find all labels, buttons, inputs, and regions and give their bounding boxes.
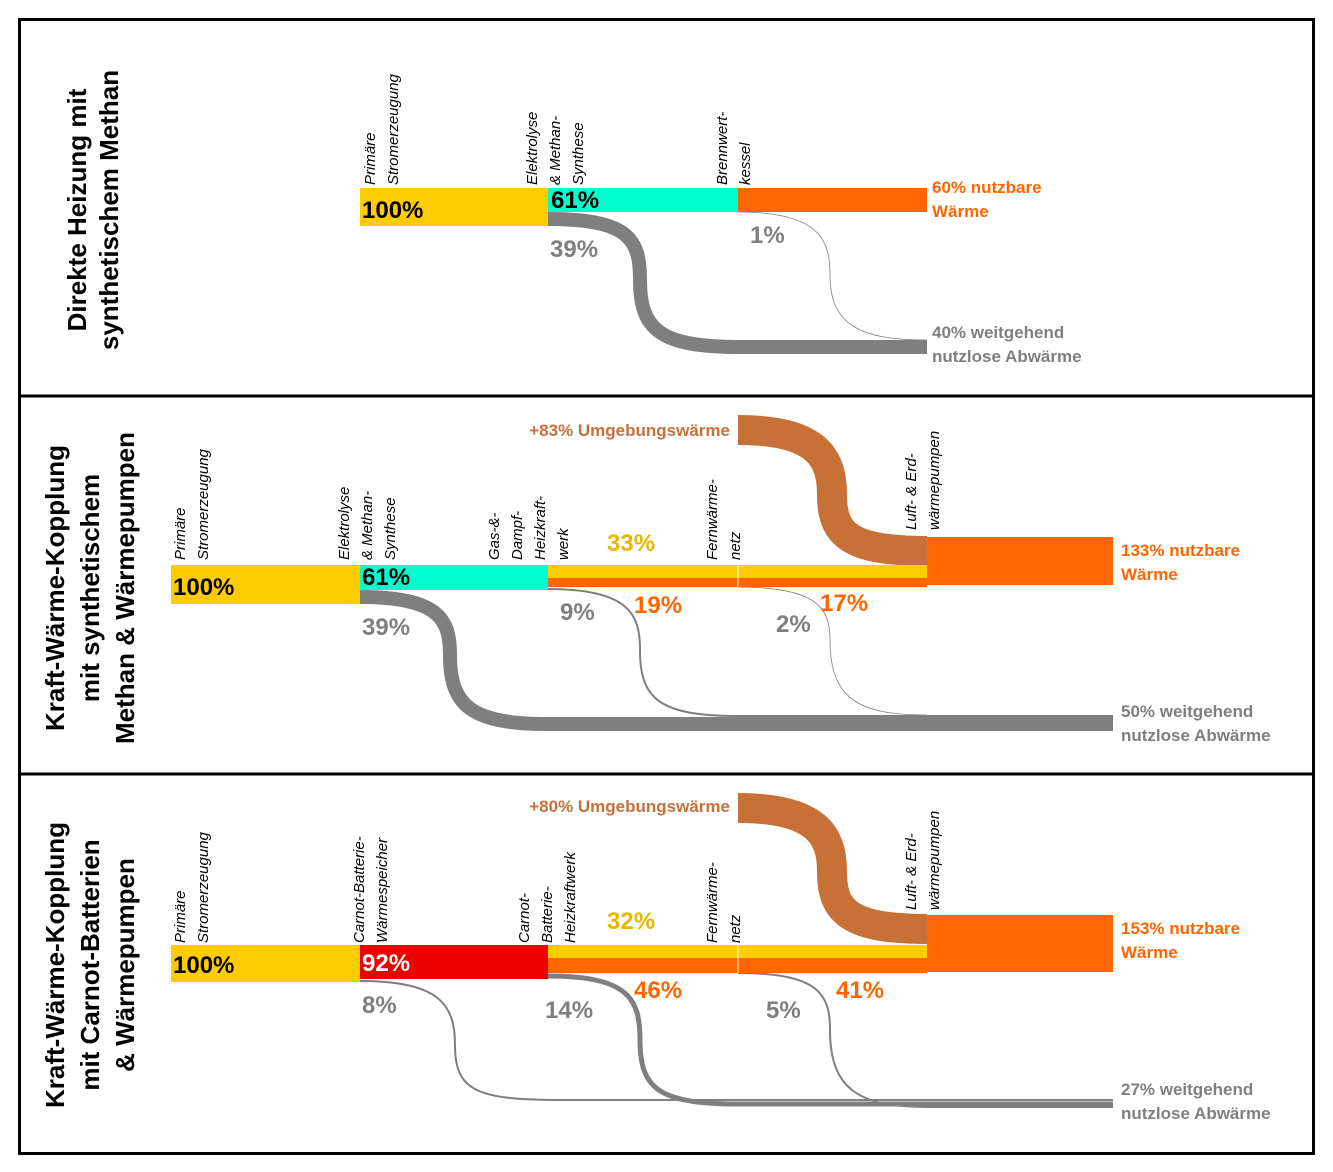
useful-heat-label: 153% nutzbare bbox=[1121, 919, 1240, 938]
stage-label: Carnot- bbox=[516, 893, 533, 943]
flow bbox=[927, 537, 1113, 585]
flow bbox=[171, 945, 360, 982]
stage-label: netz bbox=[727, 531, 744, 560]
flow-label: 32% bbox=[607, 908, 655, 935]
flow-label: 1% bbox=[750, 222, 785, 249]
stage-label: netz bbox=[727, 914, 744, 943]
waste-flow bbox=[737, 972, 1113, 1108]
stage-label: wärmepumpen bbox=[926, 811, 943, 910]
panel-title: synthetischem Methan bbox=[94, 70, 124, 350]
stage-label: Dampf- bbox=[509, 511, 526, 560]
waste-heat-label: nutzlose Abwärme bbox=[1121, 1104, 1271, 1123]
flow bbox=[360, 188, 548, 226]
waste-heat-label: 50% weitgehend bbox=[1121, 702, 1253, 721]
stage-label: Elektrolyse bbox=[336, 487, 353, 560]
flow-label: 39% bbox=[362, 614, 410, 641]
waste-flow bbox=[359, 980, 1113, 1101]
stage-label: Carnot-Batterie- bbox=[351, 836, 368, 943]
panel-3-flows bbox=[171, 793, 1113, 1108]
useful-heat-label: Wärme bbox=[932, 202, 989, 221]
panel-title: Kraft-Wärme-Kopplung bbox=[40, 445, 70, 731]
waste-flow bbox=[547, 588, 1113, 717]
flow-label: 100% bbox=[362, 197, 423, 224]
flow-label: 14% bbox=[545, 997, 593, 1024]
flow bbox=[548, 188, 738, 212]
stage-label: Stromerzeugung bbox=[195, 831, 212, 943]
flow-label: 100% bbox=[173, 952, 234, 979]
waste-heat-label: nutzlose Abwärme bbox=[1121, 726, 1271, 745]
stage-label: & Methan- bbox=[547, 116, 564, 185]
waste-heat-label: nutzlose Abwärme bbox=[932, 347, 1082, 366]
stage-label: Synthese bbox=[570, 122, 587, 185]
flow bbox=[360, 565, 548, 590]
flow-label: 2% bbox=[776, 611, 811, 638]
ambient-flow bbox=[737, 415, 928, 566]
flow bbox=[360, 945, 548, 979]
flow-label: 92% bbox=[362, 950, 410, 977]
flow-label: 61% bbox=[551, 187, 599, 214]
useful-heat-label: Wärme bbox=[1121, 943, 1178, 962]
stage-label: Fernwärme- bbox=[704, 479, 721, 560]
useful-heat-label: 133% nutzbare bbox=[1121, 541, 1240, 560]
flow bbox=[738, 188, 927, 212]
panel-title: Kraft-Wärme-Kopplung bbox=[40, 822, 70, 1108]
flow-label: 46% bbox=[634, 977, 682, 1004]
stage-label: wärmepumpen bbox=[926, 431, 943, 530]
waste-flow bbox=[547, 973, 1113, 1107]
stage-label: Heizkraftwerk bbox=[562, 851, 579, 943]
waste-flow bbox=[737, 211, 928, 341]
flow-label: 100% bbox=[173, 574, 234, 601]
stage-label: Primäre bbox=[172, 507, 189, 560]
waste-heat-label: 27% weitgehend bbox=[1121, 1080, 1253, 1099]
stage-label: Luft- & Erd- bbox=[903, 833, 920, 910]
flow-label: 33% bbox=[607, 530, 655, 557]
panel-1-flows bbox=[360, 188, 928, 354]
flow-label: 17% bbox=[820, 590, 868, 617]
flow bbox=[927, 915, 1113, 972]
useful-heat-label: Wärme bbox=[1121, 565, 1178, 584]
panel-title: Methan & Wärmepumpen bbox=[110, 432, 140, 744]
stage-label: Stromerzeugung bbox=[385, 73, 402, 185]
flow-label: 8% bbox=[362, 992, 397, 1019]
panel-2-flows bbox=[171, 415, 1113, 731]
panel-title: & Wärmepumpen bbox=[110, 858, 140, 1072]
flow bbox=[171, 565, 360, 604]
panel-title: Direkte Heizung mit bbox=[62, 88, 92, 331]
useful-heat-label: 60% nutzbare bbox=[932, 178, 1042, 197]
frame bbox=[18, 18, 1315, 1155]
stage-label: kessel bbox=[737, 142, 754, 185]
waste-flow bbox=[737, 586, 928, 716]
flow-label: 61% bbox=[362, 564, 410, 591]
flow-label: 41% bbox=[836, 977, 884, 1004]
stage-label: Fernwärme- bbox=[704, 862, 721, 943]
ambient-label: +80% Umgebungswärme bbox=[529, 797, 730, 816]
stage-label: werk bbox=[555, 527, 572, 560]
ambient-label: +83% Umgebungswärme bbox=[529, 421, 730, 440]
stage-label: & Methan- bbox=[359, 491, 376, 560]
ambient-flow bbox=[737, 793, 928, 944]
flow-label: 5% bbox=[766, 997, 801, 1024]
flow-label: 9% bbox=[560, 599, 595, 626]
stage-label: Primäre bbox=[172, 890, 189, 943]
stage-label: Brennwert- bbox=[714, 112, 731, 185]
stage-label: Luft- & Erd- bbox=[903, 453, 920, 530]
waste-heat-label: 40% weitgehend bbox=[932, 323, 1064, 342]
stage-label: Wärmespeicher bbox=[374, 837, 391, 943]
stage-label: Elektrolyse bbox=[524, 112, 541, 185]
flow-label: 19% bbox=[634, 592, 682, 619]
waste-flow bbox=[359, 590, 1113, 731]
stage-label: Primäre bbox=[362, 132, 379, 185]
flow-label: 39% bbox=[550, 236, 598, 263]
stage-label: Batterie- bbox=[539, 886, 556, 943]
stage-label: Heizkraft- bbox=[532, 496, 549, 560]
stage-label: Synthese bbox=[382, 497, 399, 560]
panel-title: mit synthetischem bbox=[75, 474, 105, 702]
stage-label: Gas-&- bbox=[486, 512, 503, 560]
panel-title: mit Carnot-Batterien bbox=[75, 839, 105, 1090]
stage-label: Stromerzeugung bbox=[195, 448, 212, 560]
waste-flow bbox=[547, 212, 927, 354]
